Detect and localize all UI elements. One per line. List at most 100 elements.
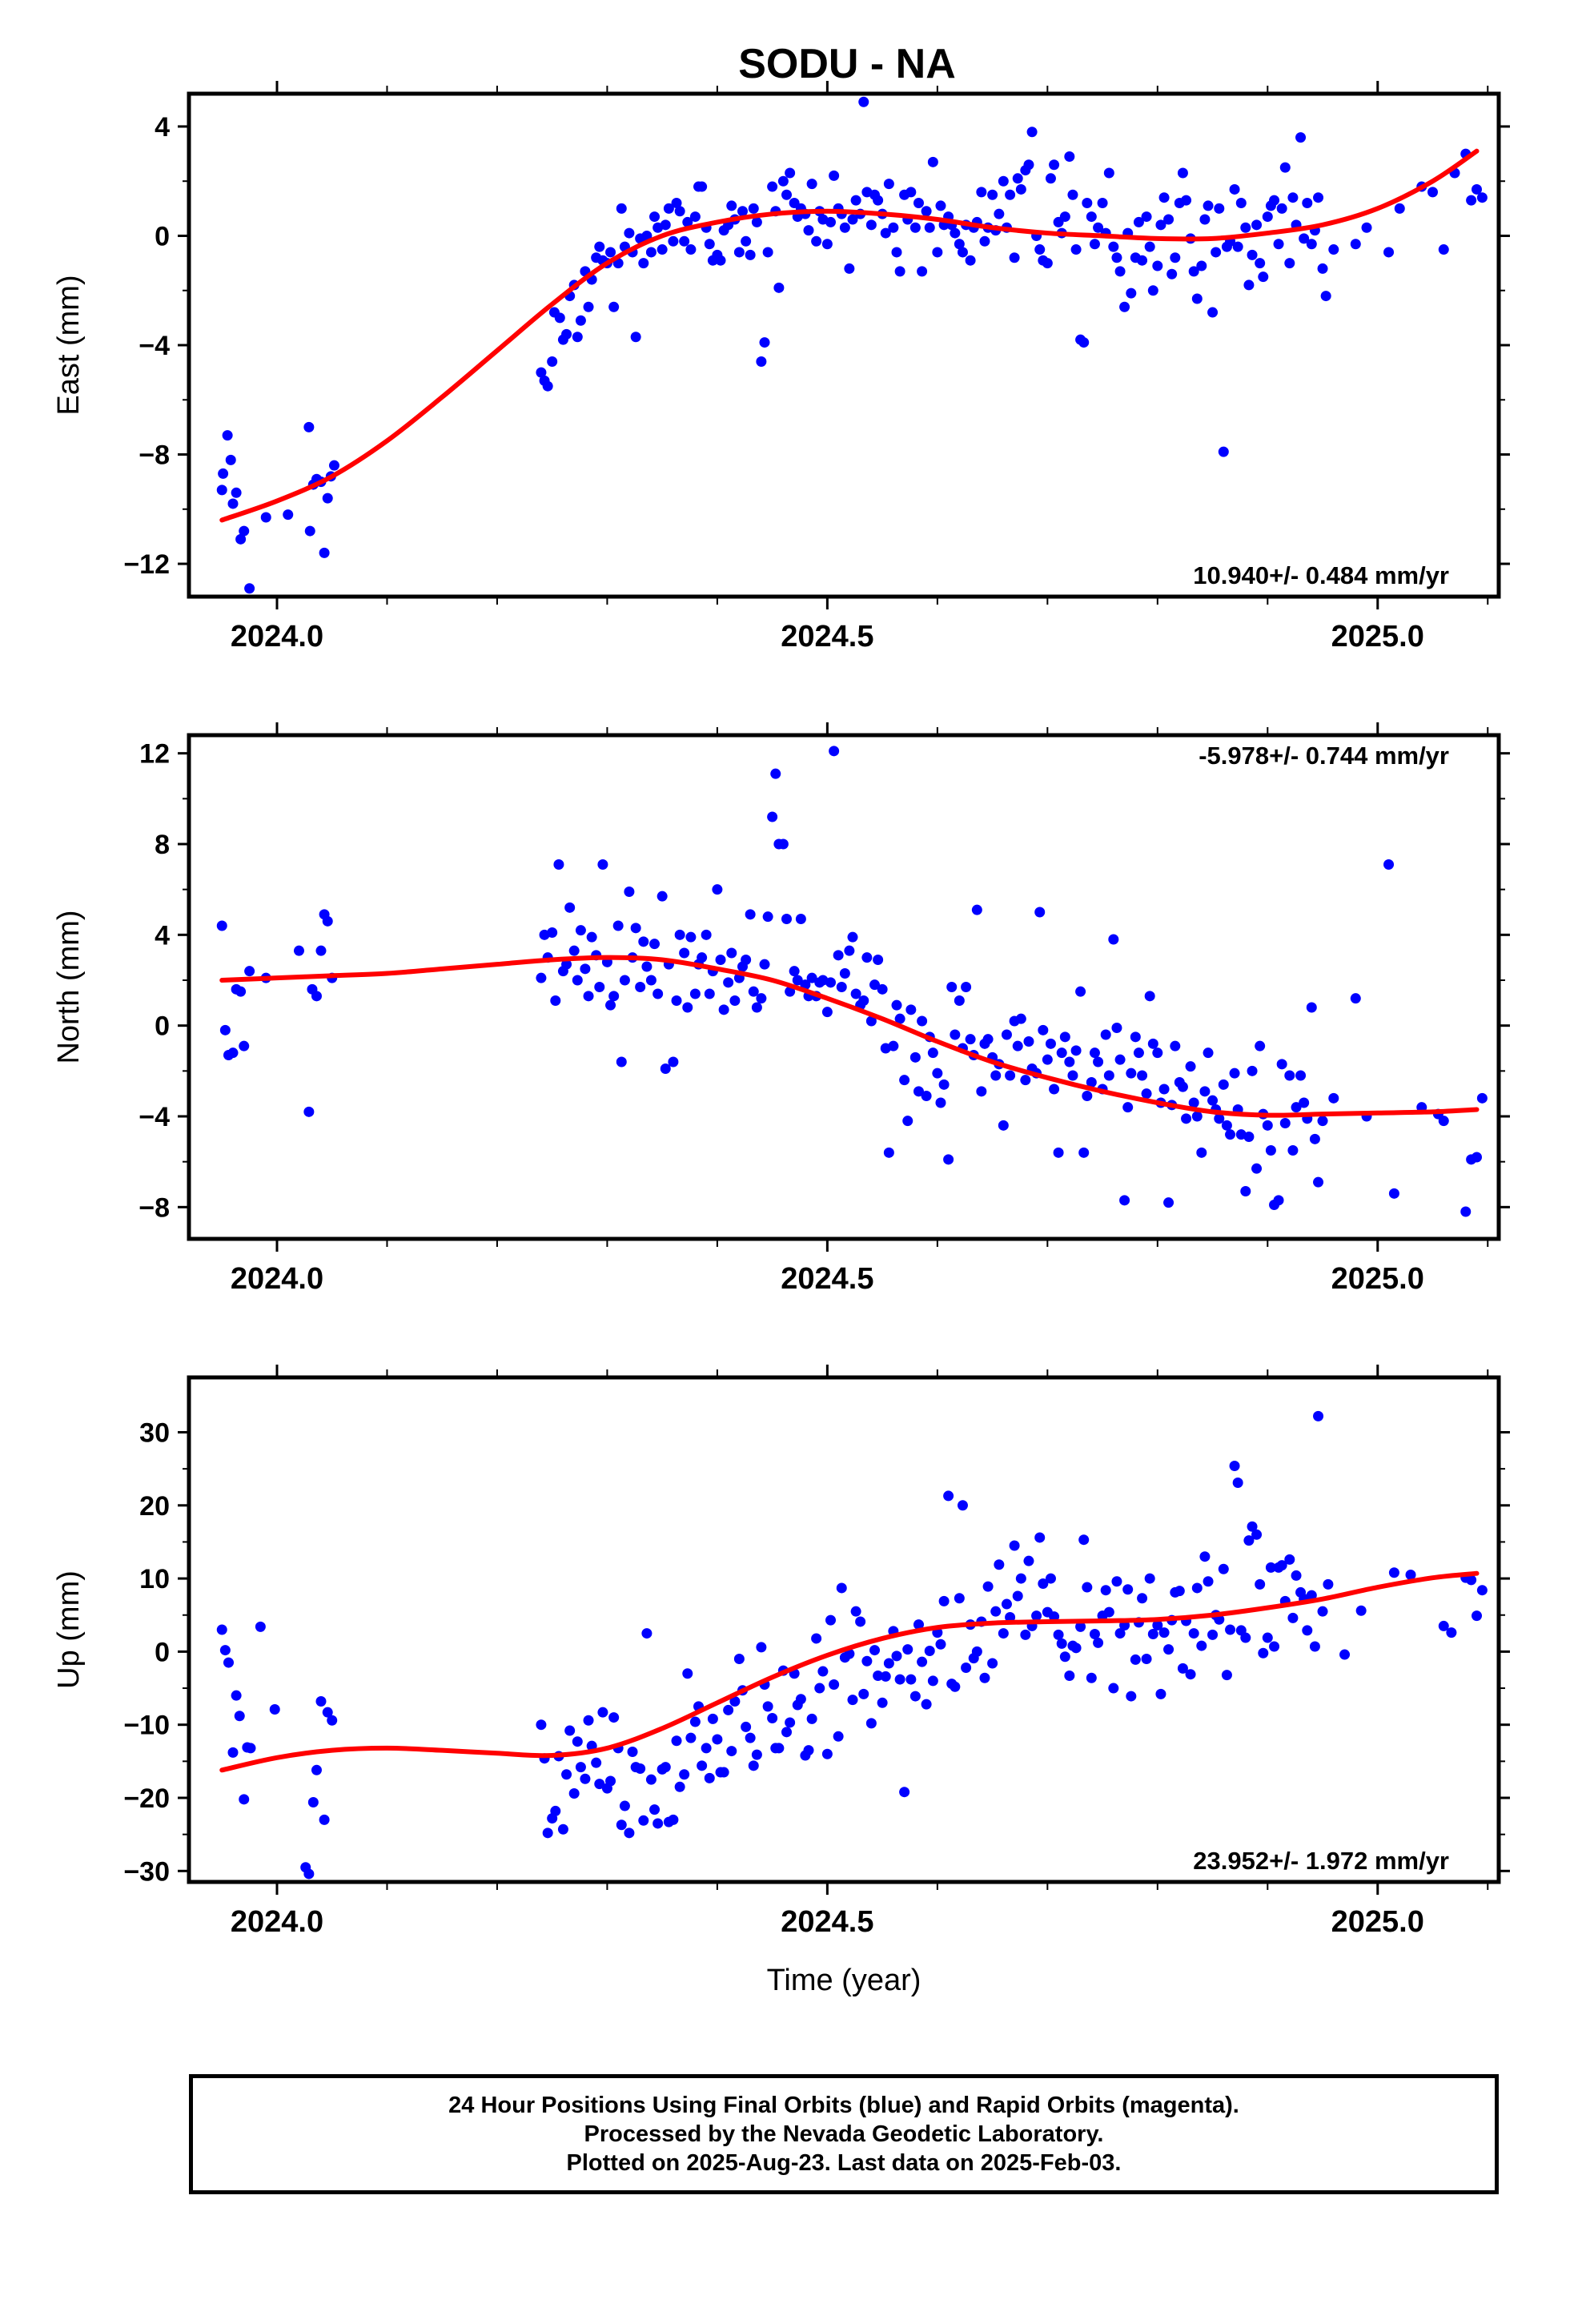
north-data-point — [1012, 1040, 1023, 1051]
north-data-point — [1255, 1040, 1266, 1051]
north-data-point — [1067, 1070, 1078, 1081]
up-data-point — [1284, 1554, 1295, 1565]
north-data-point — [674, 929, 685, 940]
east-frame — [187, 91, 1501, 599]
north-data-point — [293, 945, 304, 956]
east-data-point — [554, 312, 565, 324]
up-data-point — [979, 1672, 990, 1683]
up-data-point — [608, 1712, 620, 1723]
north-data-point — [1247, 1065, 1258, 1076]
north-data-point — [1045, 1038, 1056, 1049]
north-data-point — [1207, 1095, 1219, 1106]
up-data-point — [1053, 1629, 1064, 1640]
up-data-point — [1207, 1629, 1219, 1640]
up-data-point — [825, 1614, 837, 1626]
up-data-point — [917, 1656, 928, 1667]
footer-line-3: Plotted on 2025-Aug-23. Last data on 202… — [566, 2150, 1122, 2176]
north-data-point — [235, 986, 247, 997]
east-data-point — [777, 175, 789, 187]
north-data-point — [789, 966, 800, 977]
up-data-point — [1070, 1642, 1082, 1654]
north-ytick-label: 4 — [155, 920, 170, 951]
north-data-point — [568, 945, 580, 956]
up-data-point — [1243, 1535, 1255, 1546]
east-data-point — [1466, 195, 1477, 206]
north-data-point — [608, 991, 620, 1002]
east-data-point — [216, 485, 227, 496]
north-data-point — [697, 952, 708, 963]
up-data — [216, 1410, 1488, 1880]
north-data-point — [1078, 1147, 1090, 1158]
north-data-point — [1196, 1147, 1207, 1158]
up-data-point — [1355, 1605, 1367, 1616]
up-data-point — [303, 1868, 315, 1880]
east-data-point — [231, 487, 242, 498]
north-data-point — [1328, 1092, 1339, 1104]
up-data-point — [542, 1827, 553, 1839]
east-data-point — [1089, 239, 1100, 250]
north-data-point — [976, 1086, 987, 1097]
up-data-point — [741, 1721, 752, 1732]
east-data-point — [1255, 258, 1266, 269]
north-data-point — [1158, 1084, 1170, 1095]
east-data-point — [1320, 291, 1331, 302]
north-data-point — [961, 982, 972, 992]
east-data-point — [1026, 127, 1038, 138]
east-data-point — [1262, 211, 1273, 223]
up-xlabel: Time (year) — [767, 1964, 921, 1997]
up-data-point — [938, 1595, 950, 1606]
north-data-point — [594, 982, 605, 992]
up-data-point — [638, 1815, 649, 1826]
north-data-point — [899, 1075, 910, 1086]
east-data-point — [1170, 252, 1181, 263]
east-data-point — [1166, 268, 1178, 279]
east-data-point — [1302, 198, 1313, 209]
up-data-point — [806, 1713, 817, 1724]
east-data-point — [536, 367, 547, 378]
north-data-point — [825, 977, 837, 988]
north-data-point — [1133, 1047, 1144, 1059]
north-data-point — [792, 975, 803, 986]
north-data-point — [718, 1004, 729, 1015]
north-data-point — [671, 995, 682, 1006]
east-data-point — [1383, 247, 1395, 258]
east-data-point — [227, 498, 239, 509]
east-data-point — [660, 219, 671, 231]
north-data-point — [652, 988, 664, 999]
east-data-point — [1218, 446, 1229, 457]
north-data-point — [1163, 1197, 1174, 1208]
east-data-point — [839, 222, 850, 233]
north-data-point — [1089, 1047, 1100, 1059]
north-data-point — [311, 991, 322, 1002]
east-data-point — [1287, 192, 1299, 203]
up-data-point — [718, 1767, 729, 1778]
up-data-point — [1064, 1671, 1075, 1682]
east-rate-label: 10.940+/- 0.484 mm/yr — [1193, 561, 1449, 589]
up-data-point — [1247, 1521, 1258, 1532]
east-data-point — [924, 222, 935, 233]
up-data-point — [1122, 1584, 1134, 1595]
north-data-point — [1262, 1120, 1273, 1131]
north-data-point — [1177, 1081, 1188, 1092]
up-data-point — [568, 1788, 580, 1799]
north-data-point — [1015, 1013, 1026, 1024]
up-data-point — [795, 1694, 806, 1705]
up-data-point — [1269, 1641, 1280, 1652]
up-data-point — [869, 1645, 880, 1656]
east-data-point — [1045, 173, 1056, 184]
north-xtick-label: 2024.0 — [231, 1262, 323, 1296]
up-data-point — [234, 1711, 245, 1722]
east-data-point — [979, 235, 990, 247]
north-data-point — [1075, 986, 1086, 997]
east-data-point — [781, 189, 793, 200]
east-data-point — [1144, 241, 1155, 252]
north-data-point — [1229, 1068, 1240, 1079]
up-data-point — [550, 1805, 561, 1816]
up-data-point — [891, 1651, 902, 1662]
east-data-point — [649, 211, 661, 223]
east-data-point — [1097, 198, 1108, 209]
up-data-point — [1255, 1578, 1266, 1590]
east-data-point — [1476, 192, 1488, 203]
east-data-point — [1059, 211, 1070, 223]
up-data-point — [987, 1658, 998, 1669]
